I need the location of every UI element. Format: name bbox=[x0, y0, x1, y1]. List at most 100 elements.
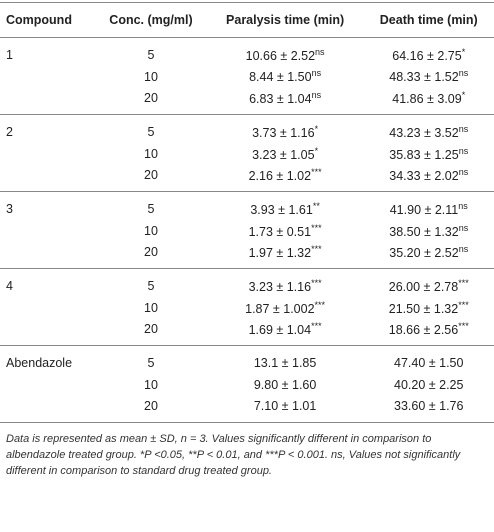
death-cell: 48.33 ± 1.52ns bbox=[364, 66, 494, 88]
paralysis-cell: 2.16 ± 1.02*** bbox=[207, 164, 364, 191]
death-value: 64.16 ± 2.75 bbox=[392, 49, 461, 63]
death-cell: 35.83 ± 1.25ns bbox=[364, 143, 494, 165]
paralysis-cell: 1.69 ± 1.04*** bbox=[207, 319, 364, 346]
table-row: 10 1.73 ± 0.51*** 38.50 ± 1.32ns bbox=[0, 220, 494, 242]
death-cell: 43.23 ± 3.52ns bbox=[364, 115, 494, 143]
death-significance: ns bbox=[459, 68, 469, 78]
compound-cell: 1 bbox=[0, 38, 95, 66]
paralysis-value: 9.80 ± 1.60 bbox=[254, 378, 316, 392]
death-value: 33.60 ± 1.76 bbox=[394, 399, 463, 413]
death-significance: ns bbox=[459, 167, 469, 177]
paralysis-cell: 3.23 ± 1.05* bbox=[207, 143, 364, 165]
paralysis-significance: * bbox=[315, 124, 319, 134]
death-value: 26.00 ± 2.78 bbox=[389, 280, 458, 294]
conc-cell: 5 bbox=[95, 269, 206, 297]
death-cell: 18.66 ± 2.56*** bbox=[364, 319, 494, 346]
paralysis-significance: *** bbox=[311, 321, 322, 331]
paralysis-significance: ** bbox=[313, 201, 320, 211]
paralysis-significance: *** bbox=[311, 278, 322, 288]
death-value: 35.83 ± 1.25 bbox=[389, 148, 458, 162]
death-value: 47.40 ± 1.50 bbox=[394, 356, 463, 370]
paralysis-value: 3.23 ± 1.05 bbox=[252, 148, 314, 162]
conc-cell: 20 bbox=[95, 87, 206, 114]
death-cell: 40.20 ± 2.25 bbox=[364, 374, 494, 396]
paralysis-cell: 9.80 ± 1.60 bbox=[207, 374, 364, 396]
death-significance: * bbox=[462, 47, 466, 57]
paralysis-value: 10.66 ± 2.52 bbox=[246, 49, 315, 63]
paralysis-value: 1.69 ± 1.04 bbox=[249, 323, 311, 337]
conc-cell: 10 bbox=[95, 66, 206, 88]
death-value: 43.23 ± 3.52 bbox=[389, 126, 458, 140]
conc-cell: 20 bbox=[95, 242, 206, 269]
paralysis-significance: *** bbox=[311, 244, 322, 254]
paralysis-cell: 6.83 ± 1.04ns bbox=[207, 87, 364, 114]
paralysis-significance: *** bbox=[311, 223, 322, 233]
conc-cell: 20 bbox=[95, 396, 206, 423]
paralysis-value: 7.10 ± 1.01 bbox=[254, 399, 316, 413]
compound-cell bbox=[0, 66, 95, 88]
death-cell: 64.16 ± 2.75* bbox=[364, 38, 494, 66]
death-significance: ns bbox=[459, 124, 469, 134]
conc-cell: 5 bbox=[95, 192, 206, 220]
paralysis-value: 8.44 ± 1.50 bbox=[249, 71, 311, 85]
paralysis-value: 3.73 ± 1.16 bbox=[252, 126, 314, 140]
death-significance: ns bbox=[458, 201, 468, 211]
paralysis-cell: 8.44 ± 1.50ns bbox=[207, 66, 364, 88]
death-significance: *** bbox=[458, 300, 469, 310]
compound-cell: Abendazole bbox=[0, 346, 95, 374]
paralysis-cell: 3.23 ± 1.16*** bbox=[207, 269, 364, 297]
compound-cell bbox=[0, 143, 95, 165]
death-cell: 41.86 ± 3.09* bbox=[364, 87, 494, 114]
conc-cell: 5 bbox=[95, 115, 206, 143]
conc-cell: 5 bbox=[95, 38, 206, 66]
paralysis-value: 1.73 ± 0.51 bbox=[249, 225, 311, 239]
compound-cell: 3 bbox=[0, 192, 95, 220]
paralysis-value: 3.93 ± 1.61 bbox=[250, 203, 312, 217]
death-value: 48.33 ± 1.52 bbox=[389, 71, 458, 85]
conc-cell: 10 bbox=[95, 374, 206, 396]
death-cell: 47.40 ± 1.50 bbox=[364, 346, 494, 374]
conc-cell: 10 bbox=[95, 220, 206, 242]
death-value: 18.66 ± 2.56 bbox=[389, 323, 458, 337]
compound-cell bbox=[0, 319, 95, 346]
death-cell: 41.90 ± 2.11ns bbox=[364, 192, 494, 220]
paralysis-value: 1.87 ± 1.002 bbox=[245, 302, 314, 316]
death-significance: ns bbox=[459, 146, 469, 156]
header-cell: Paralysis time (min) bbox=[207, 3, 364, 38]
header-cell: Compound bbox=[0, 3, 95, 38]
death-value: 41.90 ± 2.11 bbox=[390, 203, 459, 217]
paralysis-significance: ns bbox=[312, 68, 322, 78]
death-significance: * bbox=[462, 90, 466, 100]
paralysis-cell: 1.97 ± 1.32*** bbox=[207, 242, 364, 269]
conc-cell: 10 bbox=[95, 297, 206, 319]
death-cell: 38.50 ± 1.32ns bbox=[364, 220, 494, 242]
death-cell: 21.50 ± 1.32*** bbox=[364, 297, 494, 319]
compound-cell bbox=[0, 396, 95, 423]
death-value: 35.20 ± 2.52 bbox=[389, 246, 458, 260]
death-value: 41.86 ± 3.09 bbox=[392, 92, 461, 106]
header-cell: Death time (min) bbox=[364, 3, 494, 38]
paralysis-cell: 7.10 ± 1.01 bbox=[207, 396, 364, 423]
death-significance: *** bbox=[458, 278, 469, 288]
death-significance: ns bbox=[459, 244, 469, 254]
compound-cell bbox=[0, 242, 95, 269]
compound-cell bbox=[0, 297, 95, 319]
paralysis-cell: 3.73 ± 1.16* bbox=[207, 115, 364, 143]
table-row: 10 9.80 ± 1.60 40.20 ± 2.25 bbox=[0, 374, 494, 396]
conc-cell: 20 bbox=[95, 319, 206, 346]
paralysis-significance: * bbox=[315, 146, 319, 156]
paralysis-cell: 1.87 ± 1.002*** bbox=[207, 297, 364, 319]
paralysis-cell: 3.93 ± 1.61** bbox=[207, 192, 364, 220]
death-value: 34.33 ± 2.02 bbox=[389, 169, 458, 183]
paralysis-value: 6.83 ± 1.04 bbox=[249, 92, 311, 106]
